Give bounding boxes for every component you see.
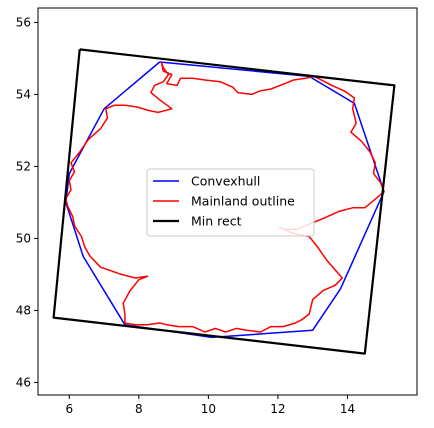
legend: Convexhull Mainland outline Min rect bbox=[146, 168, 315, 237]
legend-label: Mainland outline bbox=[191, 194, 295, 209]
axes-frame bbox=[37, 7, 418, 396]
plot-area bbox=[52, 48, 396, 355]
x-tick-label: 8 bbox=[135, 402, 143, 416]
y-tick-label: 54 bbox=[16, 87, 31, 101]
legend-box bbox=[146, 168, 315, 237]
legend-label: Convexhull bbox=[191, 174, 260, 189]
y-tick-label: 50 bbox=[16, 231, 31, 245]
y-tick-label: 56 bbox=[16, 15, 31, 29]
x-tick-label: 12 bbox=[270, 402, 285, 416]
x-tick-label: 10 bbox=[201, 402, 216, 416]
x-tick-label: 14 bbox=[340, 402, 355, 416]
legend-label: Min rect bbox=[191, 214, 242, 229]
series-line-convexhull bbox=[65, 61, 385, 339]
series-line-min-rect bbox=[52, 48, 396, 355]
y-tick-label: 48 bbox=[16, 303, 31, 317]
axes: 6 8 10 12 14 46 48 50 52 54 56 bbox=[16, 7, 418, 416]
x-tick-label: 6 bbox=[65, 402, 73, 416]
y-tick-label: 46 bbox=[16, 375, 31, 389]
y-tick-label: 52 bbox=[16, 159, 31, 173]
